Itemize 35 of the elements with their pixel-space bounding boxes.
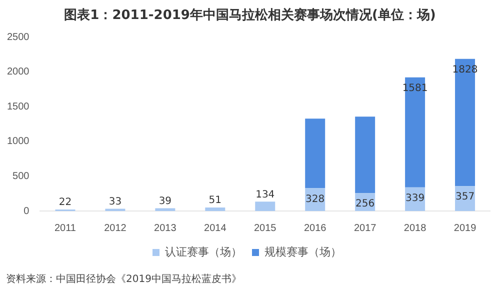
y-tick-label: 2500 <box>6 32 30 43</box>
x-tick-label: 2016 <box>304 222 327 234</box>
legend-label: 规模赛事（场） <box>264 246 342 259</box>
x-tick-label: 2012 <box>104 222 127 234</box>
chart-title: 图表1：2011-2019年中国马拉松相关赛事场次情况(单位：场) <box>63 6 437 24</box>
x-tick-label: 2013 <box>154 222 177 234</box>
data-label: 328 <box>306 194 325 205</box>
text: 资料来源：中国田径协会《2019中国马拉松蓝皮书》 <box>6 272 242 286</box>
bar <box>205 207 226 211</box>
x-tick-label: 2018 <box>404 222 427 234</box>
x-tick-label: 2015 <box>254 222 277 234</box>
data-label: 51 <box>208 195 222 206</box>
legend-label: 认证赛事（场） <box>165 246 242 259</box>
data-label: 134 <box>256 189 275 200</box>
y-tick-label: 1000 <box>6 136 30 148</box>
x-tick-label: 2011 <box>54 222 76 234</box>
x-tick-label: 2014 <box>204 222 227 234</box>
x-tick-label: 2019 <box>454 222 477 234</box>
bar <box>155 208 176 211</box>
bar <box>455 58 476 186</box>
bar <box>255 202 276 211</box>
bar <box>355 116 376 194</box>
data-label: 339 <box>405 193 425 204</box>
y-tick-label: 2000 <box>6 66 30 78</box>
data-label: 22 <box>58 197 72 208</box>
data-label: 357 <box>455 192 475 203</box>
data-label: 39 <box>158 196 172 207</box>
data-label: 33 <box>108 196 122 208</box>
data-label: 256 <box>356 198 375 210</box>
y-tick-label: 0 <box>24 206 30 217</box>
y-tick-label: 1500 <box>6 101 30 112</box>
y-tick-label: 500 <box>12 170 30 182</box>
x-tick-label: 2017 <box>354 222 377 234</box>
bar <box>405 77 426 188</box>
bar <box>305 118 326 188</box>
